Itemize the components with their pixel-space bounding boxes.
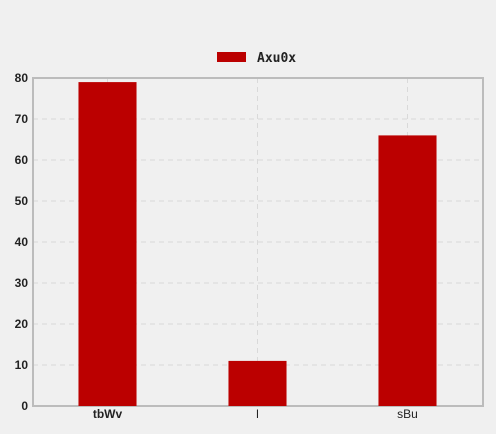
x-tick-label: sBu — [397, 407, 418, 421]
bar-l — [228, 360, 287, 406]
y-tick-label: 20 — [15, 317, 29, 331]
y-tick-label: 60 — [15, 153, 29, 167]
x-tick-label: l — [256, 407, 259, 421]
y-tick-label: 80 — [15, 71, 29, 85]
y-tick-label: 70 — [15, 112, 29, 126]
y-tick-label: 30 — [15, 276, 29, 290]
bars — [78, 82, 437, 406]
legend: Axu0x — [217, 51, 296, 66]
bar-sBu — [378, 135, 437, 406]
y-tick-label: 0 — [21, 399, 28, 413]
x-tick-label: tbWv — [93, 407, 123, 421]
y-tick-label: 40 — [15, 235, 29, 249]
legend-label: Axu0x — [257, 51, 296, 66]
x-axis-ticks: tbWv l sBu — [93, 407, 418, 421]
bar-tbWv — [78, 82, 137, 406]
y-axis-ticks: 0 10 20 30 40 50 60 70 80 — [15, 71, 29, 413]
y-tick-label: 50 — [15, 194, 29, 208]
y-tick-label: 10 — [15, 358, 29, 372]
legend-swatch — [217, 52, 246, 62]
